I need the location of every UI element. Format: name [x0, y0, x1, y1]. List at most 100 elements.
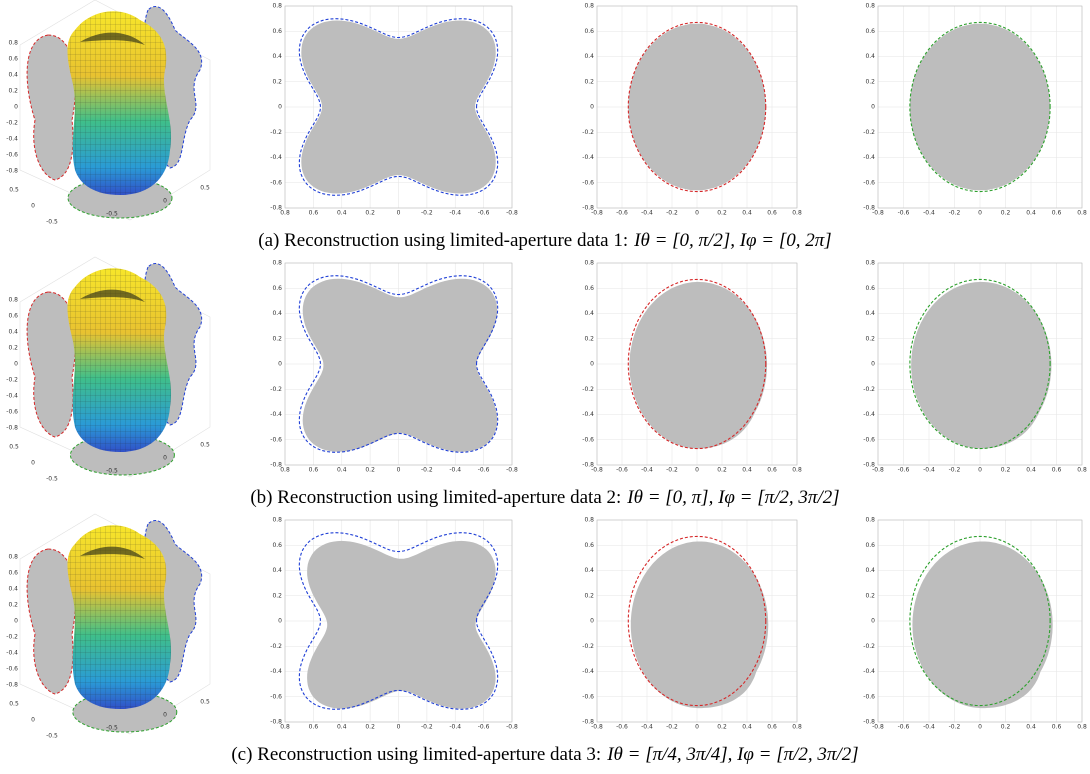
x-tick-label: -0.8 [506, 210, 518, 217]
figure-row: 0.80.60.40.20-0.2-0.4-0.6-0.80.50-0.5-0.… [6, 514, 1087, 765]
y-tick-label: 0 [163, 455, 167, 462]
x-tick-label: -0.5 [46, 476, 58, 483]
z-tick-label: -0.6 [6, 409, 18, 416]
x-tick-label: 0.4 [742, 210, 752, 217]
z-tick-label: 0.2 [8, 602, 18, 609]
projection-plot: 0.80.60.40.20-0.2-0.4-0.6-0.80.80.60.40.… [270, 517, 518, 731]
caption-math: Iθ = [π/4, 3π/4], Iφ = [π/2, 3π/2] [606, 744, 858, 765]
reconstruction [628, 24, 766, 191]
z-tick-label: -0.6 [6, 666, 18, 673]
x-tick-label: -0.2 [666, 724, 678, 731]
z-tick-label: -0.4 [6, 136, 18, 143]
x-tick-label: 0 [397, 467, 401, 474]
x-tick-label: 0.2 [717, 467, 727, 474]
y-tick-label: 0.8 [272, 3, 282, 10]
x-tick-label: -0.6 [616, 724, 628, 731]
x-tick-label: 0.4 [337, 467, 347, 474]
reconstruction [303, 279, 498, 452]
y-tick-label: 0 [590, 618, 594, 625]
x-tick-label: 0 [695, 467, 699, 474]
y-tick-label: -0.2 [582, 643, 594, 650]
z-tick-label: 0.2 [8, 88, 18, 95]
x-tick-label: 0.8 [1077, 467, 1087, 474]
y-tick-label: 0.5 [200, 185, 210, 192]
x-tick-label: -0.6 [478, 467, 490, 474]
y-tick-label: -0.6 [270, 436, 282, 443]
x-tick-label: 0.8 [280, 467, 290, 474]
caption-text: (a) Reconstruction using limited-apertur… [258, 230, 628, 251]
z-tick-label: 0.4 [8, 72, 18, 79]
y-tick-label: 0.4 [272, 53, 282, 60]
z-tick-label: 0 [14, 618, 18, 625]
x-tick-label: -0.6 [478, 724, 490, 731]
projection-plot: 0.80.60.40.20-0.2-0.4-0.6-0.8-0.8-0.6-0.… [863, 3, 1087, 217]
reconstruction [307, 541, 496, 709]
y-tick-label: -0.6 [863, 693, 875, 700]
y-tick-label: 0.2 [584, 78, 594, 85]
x-tick-label: 0.2 [1001, 724, 1011, 731]
y-tick-label: -0.2 [863, 643, 875, 650]
x-tick-label: 0.2 [365, 210, 375, 217]
y-tick-label: 0.8 [865, 260, 875, 267]
x-tick-label: 0.8 [1077, 210, 1087, 217]
reconstruction [631, 542, 769, 709]
x-tick-label: -0.8 [506, 467, 518, 474]
y-tick-label: -0.5 [106, 468, 118, 475]
y-tick-label: 0.6 [865, 285, 875, 292]
x-tick-label: -0.2 [949, 724, 961, 731]
caption: (a) Reconstruction using limited-apertur… [258, 230, 831, 251]
x-tick-label: 0 [397, 210, 401, 217]
reconstruction [912, 542, 1052, 709]
x-tick-label: 0 [978, 210, 982, 217]
y-tick-label: 0.4 [584, 567, 594, 574]
x-tick-label: 0.4 [337, 724, 347, 731]
x-tick-label: 0.8 [792, 210, 802, 217]
z-tick-label: 0.8 [8, 297, 18, 304]
x-tick-label: 0.4 [1026, 724, 1036, 731]
caption: (b) Reconstruction using limited-apertur… [250, 487, 839, 508]
reconstruction [911, 282, 1051, 449]
y-tick-label: 0 [871, 618, 875, 625]
y-tick-label: 0.8 [584, 3, 594, 10]
y-tick-label: 0.2 [584, 335, 594, 342]
y-tick-label: 0.2 [865, 592, 875, 599]
y-tick-label: 0.8 [272, 260, 282, 267]
x-tick-label: -0.6 [898, 467, 910, 474]
x-tick-label: -0.8 [872, 467, 884, 474]
x-tick-label: 0.6 [1052, 467, 1062, 474]
x-tick-label: 0.8 [792, 467, 802, 474]
x-tick-label: 0.5 [9, 701, 19, 708]
x-tick-label: 0.2 [365, 467, 375, 474]
z-tick-label: 0.4 [8, 586, 18, 593]
y-tick-label: 0.6 [865, 28, 875, 35]
projection-plot: 0.80.60.40.20-0.2-0.4-0.6-0.8-0.8-0.6-0.… [582, 3, 802, 217]
y-tick-label: 0.2 [272, 78, 282, 85]
surface-plot: 0.80.60.40.20-0.2-0.4-0.6-0.80.50-0.5-0.… [6, 257, 210, 483]
x-tick-label: 0 [31, 460, 35, 467]
x-tick-label: 0.5 [9, 187, 19, 194]
caption-math: Iθ = [0, π], Iφ = [π/2, 3π/2] [626, 487, 839, 508]
y-tick-label: -0.6 [582, 436, 594, 443]
x-tick-label: -0.8 [591, 210, 603, 217]
x-tick-label: -0.4 [923, 210, 935, 217]
x-tick-label: 0 [397, 724, 401, 731]
y-tick-label: 0.2 [272, 335, 282, 342]
y-tick-label: -0.2 [270, 643, 282, 650]
y-tick-label: 0 [590, 104, 594, 111]
y-tick-label: -0.4 [863, 668, 875, 675]
x-tick-label: -0.2 [666, 210, 678, 217]
x-tick-label: 0.6 [309, 467, 319, 474]
z-tick-label: 0.6 [8, 313, 18, 320]
y-tick-label: 0.6 [272, 542, 282, 549]
z-tick-label: 0 [14, 104, 18, 111]
surface-plot: 0.80.60.40.20-0.2-0.4-0.6-0.80.50-0.5-0.… [6, 0, 210, 226]
y-tick-label: -0.4 [270, 154, 282, 161]
projection-plot: 0.80.60.40.20-0.2-0.4-0.6-0.8-0.8-0.6-0.… [582, 517, 802, 731]
z-tick-label: 0.6 [8, 56, 18, 63]
x-tick-label: 0.2 [1001, 210, 1011, 217]
y-tick-label: -0.6 [863, 179, 875, 186]
z-tick-label: -0.8 [6, 168, 18, 175]
z-tick-label: -0.4 [6, 393, 18, 400]
x-tick-label: -0.2 [949, 467, 961, 474]
